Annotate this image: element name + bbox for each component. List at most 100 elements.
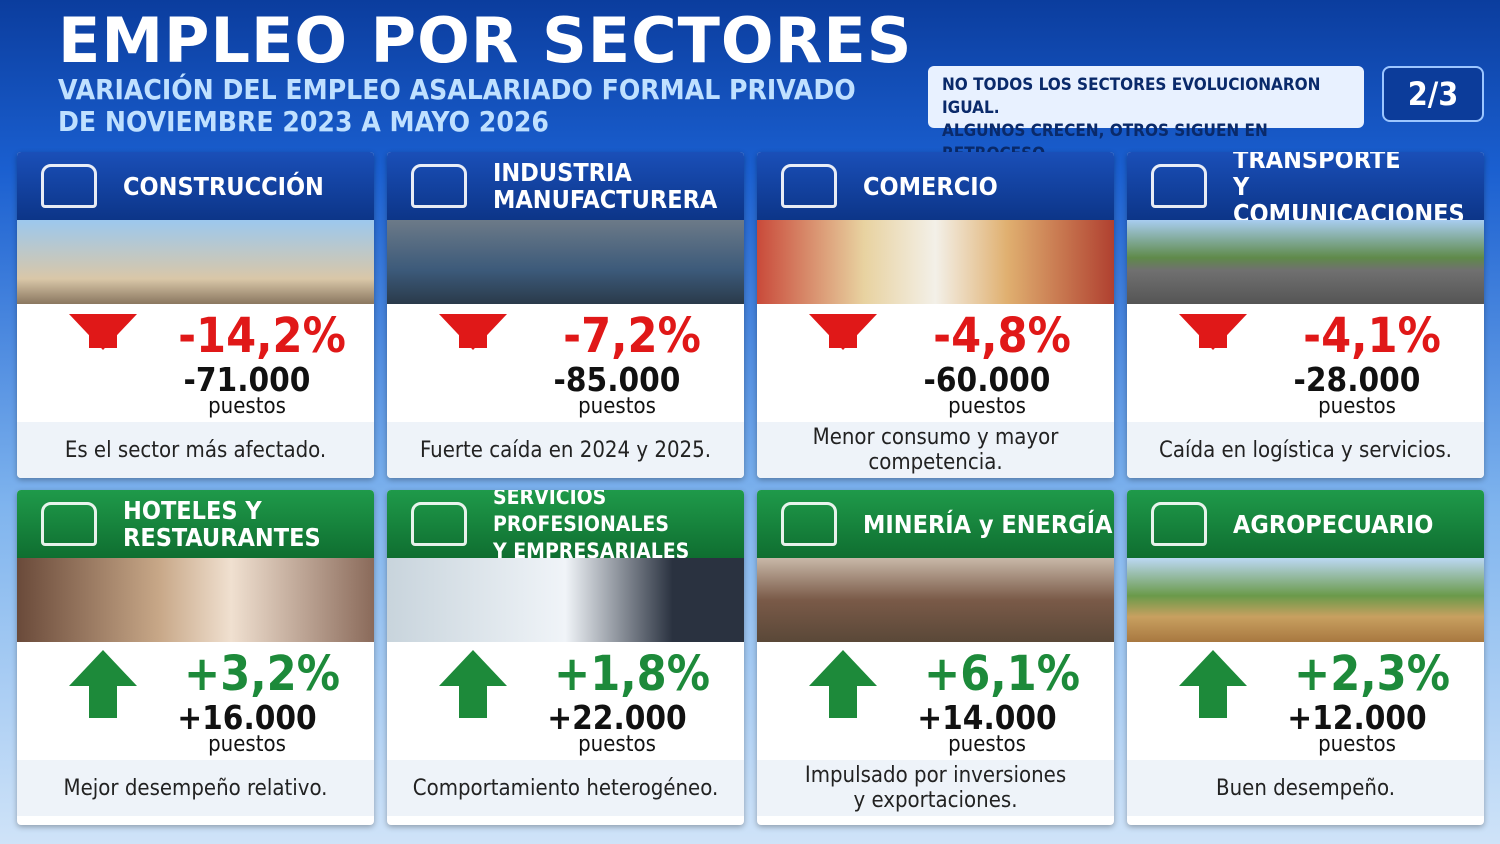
description-line: Fuerte caída en 2024 y 2025. (419, 437, 712, 463)
subtitle: VARIACIÓN DEL EMPLEO ASALARIADO FORMAL P… (58, 74, 856, 138)
stat-area: +3,2% +16.000 puestos (17, 642, 374, 760)
sector-photo (1127, 558, 1484, 642)
sector-photo (17, 558, 374, 642)
description-line: Mejor desempeño relativo. (63, 775, 328, 801)
card-title: HOTELES Y (123, 496, 262, 525)
sector-card: COMERCIO -4,8% -60.000 puestos Menor consumo… (757, 152, 1114, 478)
sector-photo (17, 220, 374, 304)
subtitle-line: DE NOVIEMBRE 2023 A MAYO 2026 (58, 105, 549, 138)
title: EMPLEO POR SECTORES (58, 4, 913, 77)
sector-icon (781, 502, 837, 546)
stat-area: -14,2% -71.000 puestos (17, 304, 374, 422)
description-line: Comportamiento heterogéneo. (412, 775, 719, 801)
trend-arrow (809, 650, 877, 686)
stat-area: -4,1% -28.000 puestos (1127, 304, 1484, 422)
percent: +3,2% (184, 646, 340, 702)
card-header: TRANSPORTE Y COMUNICACIONES (1127, 152, 1484, 227)
card-header: HOTELES Y RESTAURANTES (17, 490, 374, 558)
percent: -7,2% (563, 308, 701, 364)
description: Menor consumo y mayor competencia. (757, 422, 1114, 478)
card-header: SERVICIOS PROFESIONALES Y EMPRESARIALES (387, 490, 744, 563)
trend-arrow-stem (1199, 316, 1227, 348)
sector-card: AGROPECUARIO +2,3% +12.000 puestos Buen dese… (1127, 490, 1484, 825)
unit: puestos (1318, 394, 1396, 419)
description-line: Impulsado por inversiones (804, 763, 1067, 788)
trend-arrow (69, 650, 137, 686)
card-title: SERVICIOS PROFESIONALES (493, 490, 669, 536)
trend-arrow (439, 650, 507, 686)
jobs: +12.000 (1287, 698, 1427, 737)
sector-icon (41, 164, 97, 208)
card-title: Y COMUNICACIONES (1233, 171, 1465, 228)
stat-area: -4,8% -60.000 puestos (757, 304, 1114, 422)
description-line: Buen desempeño. (1216, 775, 1395, 801)
note-line: NO TODOS LOS SECTORES EVOLUCIONARON IGUA… (942, 75, 1321, 118)
subtitle-line: VARIACIÓN DEL EMPLEO ASALARIADO FORMAL P… (58, 73, 856, 106)
unit: puestos (948, 732, 1026, 757)
sector-card: INDUSTRIA MANUFACTURERA -7,2% -85.000 puesto… (387, 152, 744, 478)
card-title: MINERÍA y ENERGÍA (863, 509, 1113, 539)
sector-icon (41, 502, 97, 546)
stat-area: +1,8% +22.000 puestos (387, 642, 744, 760)
description: Mejor desempeño relativo. (17, 760, 374, 816)
unit: puestos (208, 732, 286, 757)
sector-card: TRANSPORTE Y COMUNICACIONES -4,1% -28.000 pu… (1127, 152, 1484, 478)
page-indicator: 2/3 (1382, 66, 1484, 122)
sector-photo (387, 220, 744, 304)
sector-icon (1151, 164, 1207, 208)
trend-arrow-stem (459, 316, 487, 348)
sector-card: CONSTRUCCIÓN -14,2% -71.000 puestos Es el se… (17, 152, 374, 478)
jobs: -60.000 (923, 360, 1051, 399)
jobs: +14.000 (917, 698, 1057, 737)
percent: -4,1% (1303, 308, 1441, 364)
trend-arrow-stem (459, 686, 487, 718)
sector-icon (781, 164, 837, 208)
card-title: MANUFACTURERA (493, 185, 718, 214)
percent: +1,8% (554, 646, 710, 702)
description: Comportamiento heterogéneo. (387, 760, 744, 816)
jobs: +22.000 (547, 698, 687, 737)
description-line: Es el sector más afectado. (64, 437, 327, 463)
trend-arrow-stem (829, 686, 857, 718)
stat-area: +6,1% +14.000 puestos (757, 642, 1114, 760)
unit: puestos (1318, 732, 1396, 757)
sector-photo (757, 558, 1114, 642)
description-line: competencia. (868, 450, 1003, 475)
jobs: +16.000 (177, 698, 317, 737)
description: Impulsado por inversiones y exportaciones… (757, 760, 1114, 816)
description-line: Caída en logística y servicios. (1159, 437, 1452, 463)
sector-photo (387, 558, 744, 642)
description: Buen desempeño. (1127, 760, 1484, 816)
jobs: -71.000 (183, 360, 311, 399)
sector-icon (411, 502, 467, 546)
sector-icon (411, 164, 467, 208)
jobs: -85.000 (553, 360, 681, 399)
card-title: AGROPECUARIO (1233, 509, 1434, 539)
card-header: AGROPECUARIO (1127, 490, 1484, 558)
card-header: COMERCIO (757, 152, 1114, 220)
stat-area: -7,2% -85.000 puestos (387, 304, 744, 422)
unit: puestos (208, 394, 286, 419)
description: Es el sector más afectado. (17, 422, 374, 478)
unit: puestos (578, 394, 656, 419)
card-title: INDUSTRIA (493, 158, 632, 187)
card-header: CONSTRUCCIÓN (17, 152, 374, 220)
trend-arrow-stem (829, 316, 857, 348)
jobs: -28.000 (1293, 360, 1421, 399)
sector-icon (1151, 502, 1207, 546)
sector-card: SERVICIOS PROFESIONALES Y EMPRESARIALES +1… (387, 490, 744, 825)
note: NO TODOS LOS SECTORES EVOLUCIONARON IGUA… (928, 66, 1364, 164)
stat-area: +2,3% +12.000 puestos (1127, 642, 1484, 760)
card-title: CONSTRUCCIÓN (123, 171, 324, 201)
trend-arrow-stem (89, 686, 117, 718)
card-title: COMERCIO (863, 171, 998, 201)
trend-arrow-stem (1199, 686, 1227, 718)
sector-photo (1127, 220, 1484, 304)
unit: puestos (578, 732, 656, 757)
percent: -14,2% (178, 308, 346, 364)
card-header: INDUSTRIA MANUFACTURERA (387, 152, 744, 220)
trend-arrow (1179, 650, 1247, 686)
trend-arrow-stem (89, 316, 117, 348)
card-title: RESTAURANTES (123, 523, 321, 552)
